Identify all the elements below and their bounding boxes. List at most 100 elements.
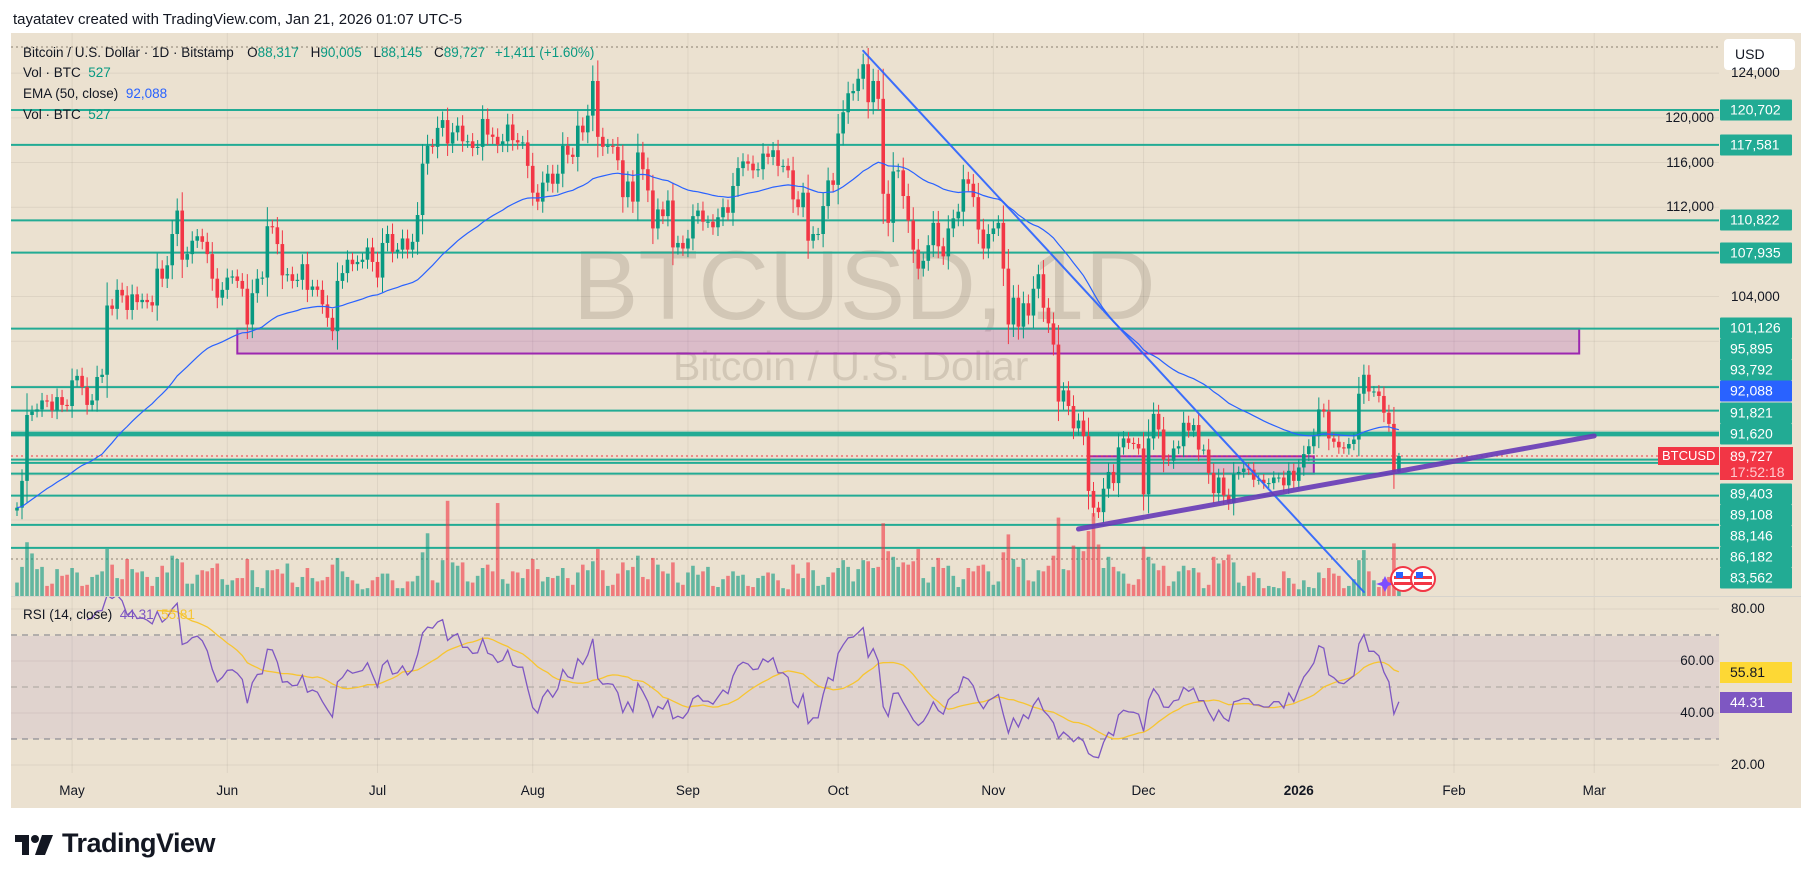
candle	[345, 250, 350, 283]
candle	[866, 47, 870, 119]
candle	[636, 133, 640, 221]
candle	[495, 128, 500, 154]
volume-bar	[651, 557, 655, 596]
volume-bar	[380, 573, 385, 596]
volume-bar	[671, 562, 675, 596]
volume-bar	[115, 578, 119, 596]
us-flag-icon[interactable]	[1390, 566, 1416, 592]
volume-bar	[155, 576, 159, 596]
candle-body	[240, 280, 245, 289]
volume-bar	[856, 569, 860, 596]
candle-body	[375, 261, 380, 278]
events[interactable]	[1376, 566, 1436, 592]
candle-body	[851, 91, 855, 94]
volume-bar	[335, 557, 340, 596]
candle-body	[1101, 488, 1106, 513]
candle-body	[1146, 438, 1151, 495]
volume-legend-label-2[interactable]: Vol · BTC	[23, 107, 81, 122]
candle	[1001, 205, 1006, 287]
candle-body	[110, 305, 114, 309]
volume-bar	[350, 580, 355, 596]
rsi-legend[interactable]: RSI (14, close) 44.31 55.81	[23, 606, 195, 624]
candle	[475, 140, 480, 155]
candle-body	[430, 145, 435, 147]
ohlc-legend[interactable]: Bitcoin / U.S. Dollar · 1D · Bitstamp O8…	[23, 44, 600, 62]
candle-body	[1211, 473, 1216, 494]
candle	[946, 215, 951, 270]
candle	[1176, 440, 1181, 455]
volume-bar	[1066, 570, 1071, 596]
candle	[350, 252, 355, 272]
candle	[290, 266, 295, 289]
rsi-pane[interactable]	[86, 595, 1400, 759]
volume-bar	[400, 588, 405, 596]
chart-container[interactable]	[11, 33, 1801, 808]
volume-bar	[721, 579, 725, 596]
volume-bar	[55, 569, 59, 596]
volume-legend-2[interactable]: Vol · BTC 527	[23, 106, 117, 124]
candle-body	[1141, 448, 1146, 495]
volume-bar	[185, 583, 190, 596]
symbol-title[interactable]: Bitcoin / U.S. Dollar · 1D · Bitstamp	[23, 45, 234, 60]
candle-body	[245, 288, 250, 325]
ema-legend[interactable]: EMA (50, close) 92,088	[23, 85, 167, 103]
volume-bar	[480, 568, 485, 596]
rsi-tick-label: 40.00	[1680, 705, 1714, 720]
price-pane[interactable]	[11, 47, 1719, 596]
volume-bar	[936, 557, 941, 596]
candle-body	[1166, 459, 1171, 461]
volume-bar	[706, 566, 710, 596]
candle-body	[555, 173, 560, 184]
rsi-legend-label[interactable]: RSI (14, close)	[23, 607, 113, 622]
volume-bar	[896, 566, 901, 596]
ema-legend-label[interactable]: EMA (50, close)	[23, 86, 119, 101]
candle	[1156, 404, 1161, 439]
candle-body	[771, 150, 775, 157]
ema-price-label: 92,088	[1720, 380, 1792, 402]
candle	[560, 132, 565, 188]
candle-body	[210, 254, 215, 279]
candle-body	[440, 120, 445, 128]
volume-bar	[1186, 570, 1191, 596]
candle	[540, 171, 545, 213]
candle-body	[796, 199, 800, 208]
currency-button[interactable]: USD	[1724, 39, 1795, 70]
last-price-label: 89,727 17:52:18	[1720, 447, 1793, 480]
candle	[1251, 462, 1256, 488]
volume-bar	[1266, 585, 1271, 596]
candle	[220, 282, 225, 306]
candle-body	[1307, 446, 1311, 455]
price-tick-label: 120,000	[1665, 109, 1714, 125]
candle	[110, 298, 114, 316]
candle	[751, 155, 755, 179]
candle	[420, 144, 425, 235]
candle-body	[90, 400, 94, 405]
volume-bar	[1141, 546, 1146, 596]
volume-bar	[305, 568, 310, 596]
candle	[460, 115, 465, 152]
candle	[856, 68, 860, 102]
volume-legend[interactable]: Vol · BTC 527	[23, 64, 117, 82]
candle	[626, 171, 630, 208]
candle-body	[896, 170, 901, 172]
volume-bar	[345, 576, 350, 596]
volume-bar	[676, 582, 680, 596]
candle-body	[565, 145, 570, 155]
candle-body	[1342, 447, 1346, 449]
candle-body	[250, 293, 255, 325]
volume-bar	[475, 575, 480, 596]
candle-body	[215, 278, 220, 298]
close-key: C	[434, 45, 444, 60]
candle	[195, 229, 200, 248]
volume-series	[15, 500, 1401, 596]
us-flag-icon[interactable]	[1410, 566, 1436, 592]
volume-legend-label[interactable]: Vol · BTC	[23, 65, 81, 80]
volume-bar	[916, 548, 921, 596]
volume-bar	[996, 581, 1001, 596]
candle	[510, 114, 515, 151]
candle	[1081, 411, 1086, 446]
candle	[40, 392, 44, 417]
candle	[591, 65, 595, 132]
sparkle-icon[interactable]	[1376, 576, 1394, 592]
